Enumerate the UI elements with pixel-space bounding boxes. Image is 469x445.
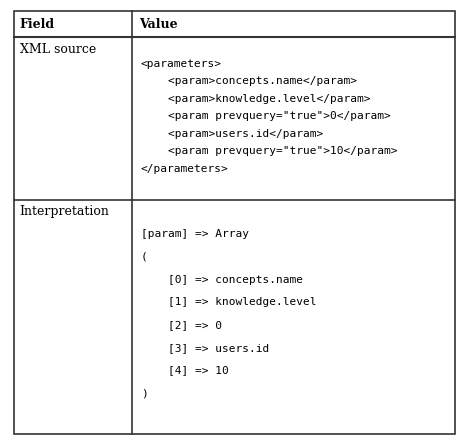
Text: <param prevquery="true">10</param>: <param prevquery="true">10</param> bbox=[141, 146, 397, 156]
Text: (: ( bbox=[141, 252, 147, 262]
Text: [2] => 0: [2] => 0 bbox=[141, 320, 222, 330]
Text: <param prevquery="true">0</param>: <param prevquery="true">0</param> bbox=[141, 111, 390, 121]
Text: Value: Value bbox=[139, 18, 178, 31]
Text: Field: Field bbox=[20, 18, 55, 31]
Text: Interpretation: Interpretation bbox=[20, 206, 110, 218]
Text: </parameters>: </parameters> bbox=[141, 164, 228, 174]
Text: [1] => knowledge.level: [1] => knowledge.level bbox=[141, 297, 316, 307]
Text: ): ) bbox=[141, 388, 147, 398]
Text: <param>concepts.name</param>: <param>concepts.name</param> bbox=[141, 76, 356, 86]
Text: [0] => concepts.name: [0] => concepts.name bbox=[141, 275, 303, 284]
Text: <parameters>: <parameters> bbox=[141, 59, 222, 69]
Text: <param>users.id</param>: <param>users.id</param> bbox=[141, 129, 323, 138]
Text: [3] => users.id: [3] => users.id bbox=[141, 343, 269, 352]
Text: <param>knowledge.level</param>: <param>knowledge.level</param> bbox=[141, 93, 370, 104]
Text: XML source: XML source bbox=[20, 43, 96, 56]
Text: [param] => Array: [param] => Array bbox=[141, 229, 249, 239]
Text: [4] => 10: [4] => 10 bbox=[141, 365, 228, 375]
